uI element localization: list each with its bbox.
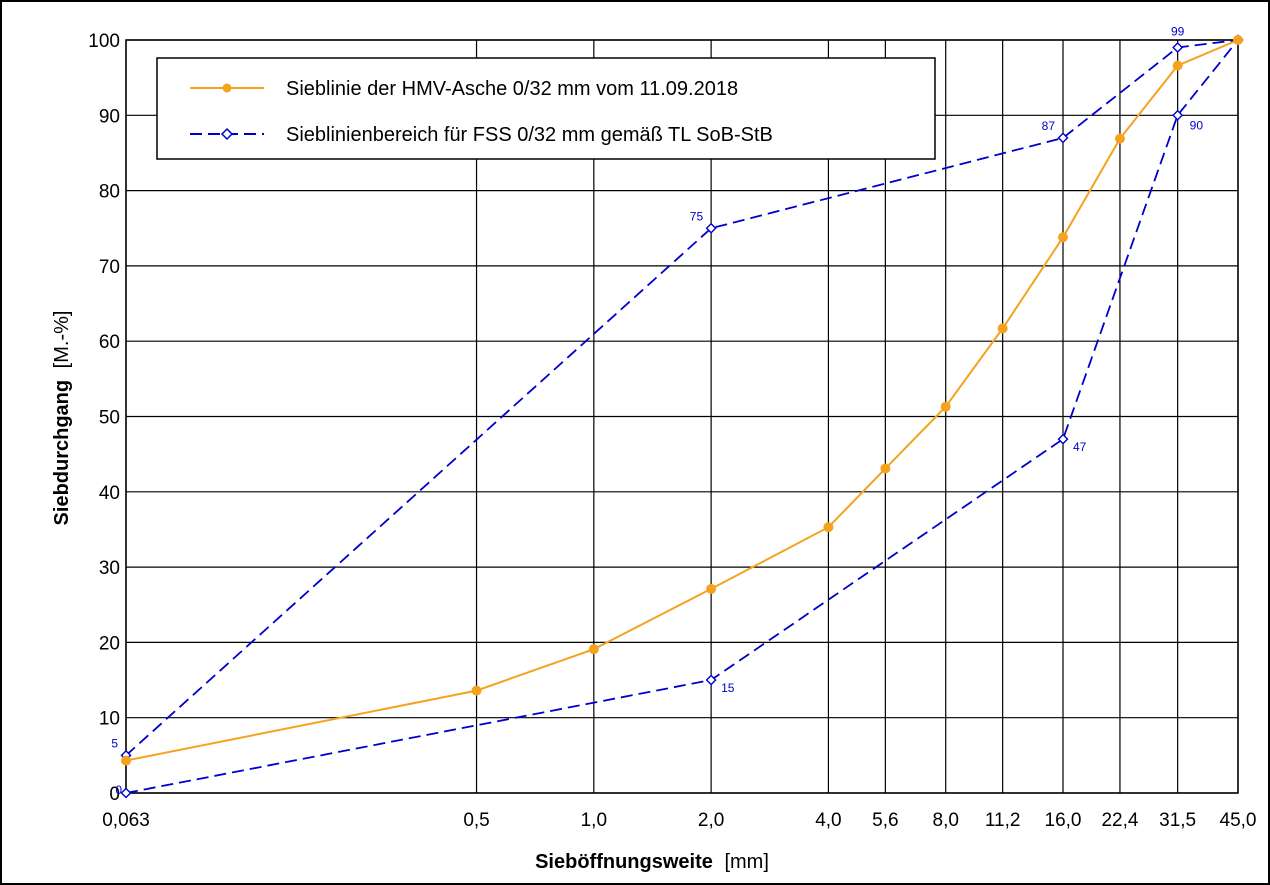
fss-lower-data-label: 15 <box>721 681 735 695</box>
y-axis-title-bold: Siebdurchgang <box>51 380 73 526</box>
fss-upper-data-label: 75 <box>690 209 704 223</box>
y-axis-title-unit: [M.-%] <box>51 311 73 369</box>
hmv-point <box>1058 232 1069 243</box>
legend-fss-label: Sieblinienbereich für FSS 0/32 mm gemäß … <box>286 124 773 146</box>
x-tick-label: 8,0 <box>933 810 959 831</box>
x-axis-title: Sieböffnungsweite [mm] <box>535 851 769 873</box>
y-tick-label: 30 <box>99 558 120 579</box>
grid <box>125 39 1239 794</box>
legend: Sieblinie der HMV-Asche 0/32 mm vom 11.0… <box>156 57 936 160</box>
x-tick-label: 4,0 <box>815 810 841 831</box>
hmv-point <box>940 401 951 412</box>
y-tick-label: 70 <box>99 257 120 278</box>
fss-upper-point <box>705 222 717 234</box>
fss-lower-data-label: 0 <box>115 783 122 797</box>
hmv-point <box>471 685 482 696</box>
y-tick-label: 100 <box>88 31 120 52</box>
hmv-point <box>997 323 1008 334</box>
x-axis-title-unit: [mm] <box>724 851 768 873</box>
y-tick-label: 10 <box>99 709 120 730</box>
fss-lower-point <box>705 674 717 686</box>
fss-upper-data-label: 87 <box>1042 119 1056 133</box>
fss-lower-point <box>1057 433 1069 445</box>
y-tick-label: 0 <box>109 784 120 805</box>
fss-upper-data-label: 5 <box>111 736 118 750</box>
legend-box <box>156 57 936 160</box>
x-tick-label: 2,0 <box>698 810 724 831</box>
hmv-point <box>823 522 834 533</box>
fss-lower-line <box>125 39 1239 794</box>
y-tick-label: 90 <box>99 106 120 127</box>
y-tick-label: 60 <box>99 332 120 353</box>
y-tick-label: 20 <box>99 633 120 654</box>
hmv-line <box>125 39 1239 762</box>
x-tick-label: 45,0 <box>1220 810 1257 831</box>
legend-fss-marker <box>220 127 234 141</box>
fss-lower-point <box>120 787 132 799</box>
fss-upper-line <box>125 39 1239 757</box>
x-tick-label: 0,5 <box>463 810 489 831</box>
series <box>120 34 1244 799</box>
fss-upper-data-label: 99 <box>1171 25 1185 39</box>
point-labels: 5 75 87 99 0 15 47 90 <box>111 25 1203 797</box>
plot-area-border <box>125 39 1239 794</box>
x-tick-label: 31,5 <box>1159 810 1196 831</box>
hmv-point <box>121 755 131 766</box>
y-axis-title: Siebdurchgang [M.-%] <box>51 311 73 526</box>
hmv-point <box>880 463 891 474</box>
x-tick-label: 22,4 <box>1101 810 1138 831</box>
fss-upper-point <box>1057 132 1069 144</box>
y-tick-label: 50 <box>99 408 120 429</box>
x-tick-label: 1,0 <box>581 810 607 831</box>
x-tick-labels: 0,063 0,5 1,0 2,0 4,0 5,6 8,0 11,2 16,0 22,4 31,5 4… <box>102 810 1256 831</box>
y-tick-label: 80 <box>99 182 120 203</box>
x-tick-label: 16,0 <box>1045 810 1082 831</box>
hmv-point <box>588 644 599 655</box>
y-tick-labels: 0 10 20 30 40 50 60 70 80 90 100 <box>88 31 120 805</box>
y-tick-label: 40 <box>99 483 120 504</box>
x-axis-title-bold: Sieböffnungsweite <box>535 851 713 873</box>
fss-lower-point <box>1172 109 1184 121</box>
x-tick-label: 11,2 <box>985 810 1021 831</box>
hmv-point <box>1114 133 1125 144</box>
x-tick-label: 0,063 <box>102 810 150 831</box>
x-tick-label: 5,6 <box>872 810 898 831</box>
legend-hmv-marker <box>222 83 232 93</box>
fss-lower-data-label: 47 <box>1073 440 1087 454</box>
hmv-point <box>1233 35 1243 45</box>
fss-upper-point <box>1172 42 1184 54</box>
hmv-point <box>706 583 717 594</box>
legend-hmv-label: Sieblinie der HMV-Asche 0/32 mm vom 11.0… <box>286 78 738 100</box>
hmv-point <box>1172 60 1183 71</box>
fss-lower-data-label: 90 <box>1190 118 1204 132</box>
